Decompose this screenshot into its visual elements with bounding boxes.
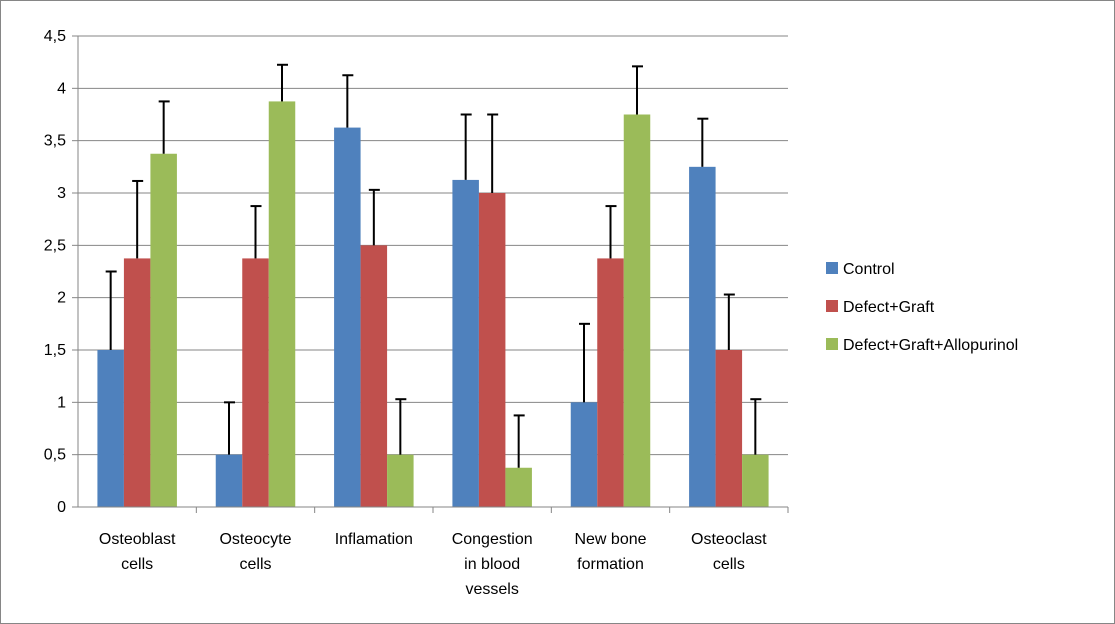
bar [97, 350, 124, 507]
y-tick-label: 0,5 [44, 447, 66, 464]
legend: Control Defect+Graft Defect+Graft+Allopuri… [826, 261, 1018, 354]
bar [623, 114, 651, 507]
y-tick-label: 3,5 [44, 133, 66, 150]
y-tick-label: 1,5 [44, 342, 66, 359]
x-tick-label: cells [121, 556, 153, 573]
x-tick-label: Osteocyte [219, 531, 291, 548]
y-axis-tick-labels: 0 0,5 1 1,5 2 2,5 3 3,5 4 4,5 [44, 28, 66, 516]
x-tick-label: Osteoblast [99, 531, 176, 548]
bar [150, 153, 177, 507]
legend-label: Defect+Graft+Allopurinol [843, 337, 1018, 354]
bar [452, 179, 479, 507]
x-tick-label: New bone [574, 531, 646, 548]
bar [689, 166, 716, 508]
x-tick-label: Osteoclast [691, 531, 767, 548]
legend-label: Defect+Graft [843, 299, 935, 316]
bar [215, 454, 243, 507]
x-tick-label: cells [713, 556, 745, 573]
x-tick-label: vessels [465, 581, 518, 598]
bar [387, 454, 414, 507]
gridlines [78, 35, 788, 456]
y-tick-label: 1 [57, 394, 66, 411]
bar [123, 258, 151, 507]
bar [505, 467, 532, 507]
y-tick-label: 2 [57, 290, 66, 307]
x-tick-label: formation [577, 556, 644, 573]
x-tick-label: in blood [464, 556, 520, 573]
y-tick-label: 4 [57, 80, 66, 97]
bar [242, 258, 269, 507]
bar [597, 258, 624, 507]
axes [72, 35, 789, 513]
legend-swatch [826, 338, 838, 350]
x-tick-label: Inflamation [335, 531, 413, 548]
legend-swatch [826, 262, 838, 274]
bars [97, 101, 769, 508]
bar [715, 350, 743, 507]
bar [268, 101, 296, 508]
y-tick-label: 3 [57, 185, 66, 202]
bar [570, 402, 598, 507]
legend-swatch [826, 300, 838, 312]
bar [478, 193, 506, 507]
legend-label: Control [843, 261, 895, 278]
y-tick-label: 4,5 [44, 28, 66, 45]
x-axis-tick-labels: Osteoblast cells Osteocyte cells Inflamation… [99, 531, 767, 598]
y-tick-label: 0 [57, 499, 66, 516]
y-tick-label: 2,5 [44, 237, 66, 254]
bar [742, 454, 769, 507]
bar [360, 245, 388, 508]
x-tick-label: cells [239, 556, 271, 573]
bar [334, 127, 361, 507]
error-bars [105, 63, 762, 468]
x-tick-label: Congestion [452, 531, 533, 548]
